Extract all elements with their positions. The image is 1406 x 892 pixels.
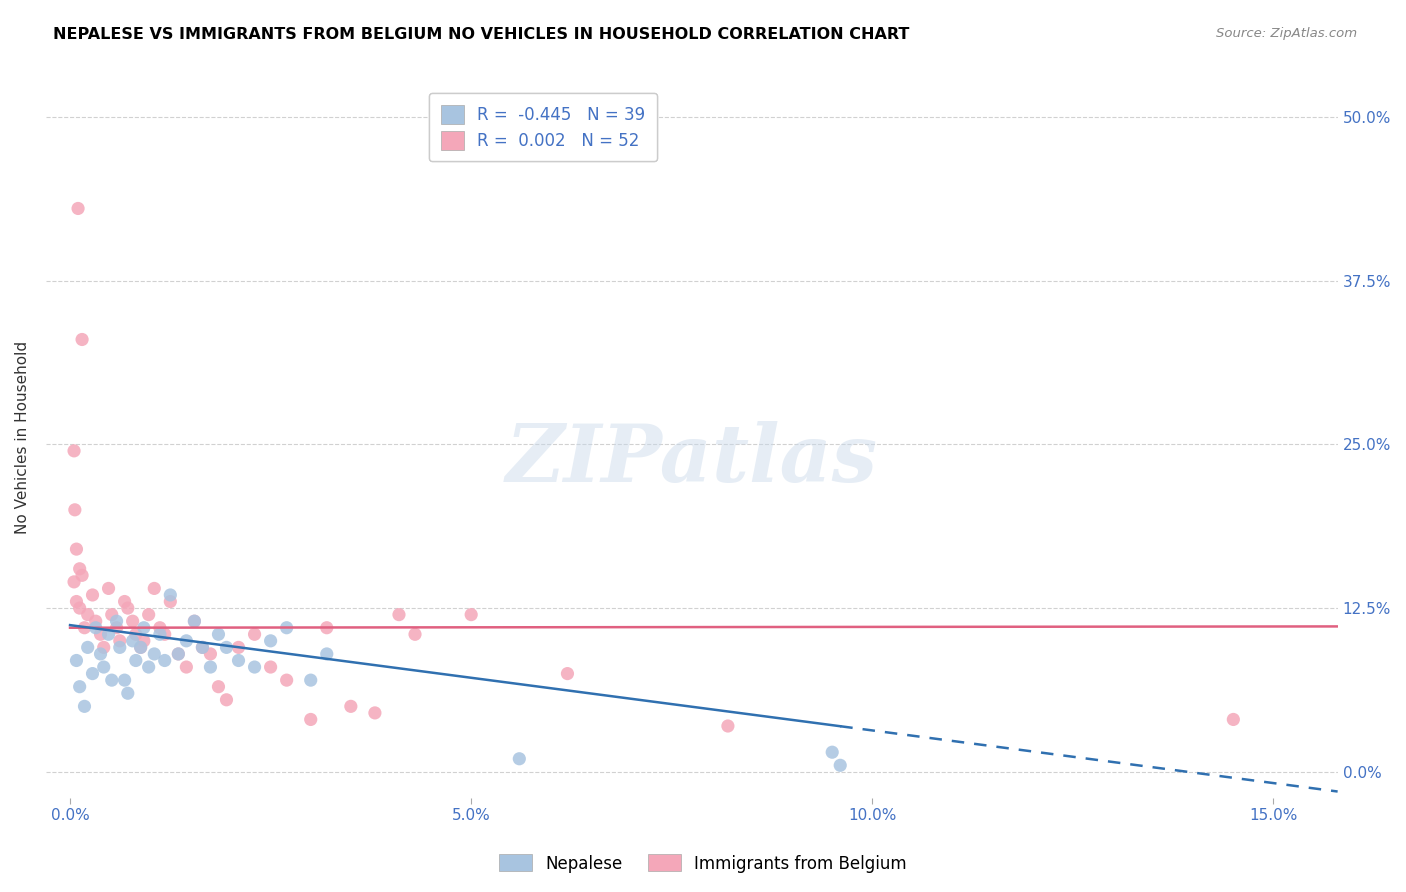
Text: ZIPatlas: ZIPatlas	[506, 421, 877, 498]
Point	[460, 607, 482, 622]
Point	[114, 673, 136, 687]
Point	[167, 647, 190, 661]
Point	[315, 621, 337, 635]
Point	[84, 614, 107, 628]
Point	[65, 653, 87, 667]
Point	[143, 582, 166, 596]
Point	[153, 627, 176, 641]
Point	[167, 647, 190, 661]
Point	[105, 621, 128, 635]
Point	[200, 660, 222, 674]
Point	[276, 673, 298, 687]
Point	[97, 582, 120, 596]
Point	[315, 647, 337, 661]
Point	[243, 627, 266, 641]
Point	[84, 621, 107, 635]
Point	[404, 627, 426, 641]
Point	[63, 503, 86, 517]
Point	[69, 562, 91, 576]
Point	[259, 660, 281, 674]
Point	[105, 614, 128, 628]
Point	[117, 601, 139, 615]
Point	[108, 640, 131, 655]
Legend: Nepalese, Immigrants from Belgium: Nepalese, Immigrants from Belgium	[492, 847, 914, 880]
Point	[340, 699, 363, 714]
Point	[73, 699, 96, 714]
Point	[830, 758, 852, 772]
Point	[63, 574, 86, 589]
Text: Source: ZipAtlas.com: Source: ZipAtlas.com	[1216, 27, 1357, 40]
Point	[63, 443, 86, 458]
Point	[176, 633, 198, 648]
Y-axis label: No Vehicles in Household: No Vehicles in Household	[15, 341, 30, 534]
Point	[65, 594, 87, 608]
Point	[89, 647, 111, 661]
Point	[176, 660, 198, 674]
Point	[243, 660, 266, 674]
Point	[207, 627, 229, 641]
Point	[82, 588, 104, 602]
Point	[100, 607, 122, 622]
Point	[228, 653, 250, 667]
Point	[69, 601, 91, 615]
Point	[228, 640, 250, 655]
Point	[73, 621, 96, 635]
Point	[215, 693, 238, 707]
Point	[143, 647, 166, 661]
Point	[93, 660, 115, 674]
Point	[259, 633, 281, 648]
Point	[65, 542, 87, 557]
Point	[191, 640, 214, 655]
Point	[207, 680, 229, 694]
Point	[82, 666, 104, 681]
Point	[117, 686, 139, 700]
Point	[125, 627, 148, 641]
Point	[121, 633, 143, 648]
Point	[159, 594, 181, 608]
Point	[149, 627, 172, 641]
Point	[129, 640, 152, 655]
Point	[276, 621, 298, 635]
Point	[121, 614, 143, 628]
Point	[388, 607, 411, 622]
Point	[70, 333, 93, 347]
Point	[821, 745, 844, 759]
Point	[93, 640, 115, 655]
Point	[364, 706, 387, 720]
Point	[76, 640, 98, 655]
Text: NEPALESE VS IMMIGRANTS FROM BELGIUM NO VEHICLES IN HOUSEHOLD CORRELATION CHART: NEPALESE VS IMMIGRANTS FROM BELGIUM NO V…	[53, 27, 910, 42]
Point	[299, 673, 322, 687]
Point	[153, 653, 176, 667]
Point	[138, 607, 160, 622]
Point	[100, 673, 122, 687]
Point	[97, 627, 120, 641]
Point	[1222, 713, 1244, 727]
Point	[132, 633, 155, 648]
Point	[299, 713, 322, 727]
Point	[191, 640, 214, 655]
Point	[132, 621, 155, 635]
Point	[76, 607, 98, 622]
Point	[138, 660, 160, 674]
Point	[125, 653, 148, 667]
Point	[70, 568, 93, 582]
Point	[183, 614, 205, 628]
Legend: R =  -0.445   N = 39, R =  0.002   N = 52: R = -0.445 N = 39, R = 0.002 N = 52	[429, 93, 657, 161]
Point	[159, 588, 181, 602]
Point	[67, 202, 90, 216]
Point	[717, 719, 740, 733]
Point	[114, 594, 136, 608]
Point	[108, 633, 131, 648]
Point	[89, 627, 111, 641]
Point	[149, 621, 172, 635]
Point	[215, 640, 238, 655]
Point	[129, 640, 152, 655]
Point	[69, 680, 91, 694]
Point	[508, 752, 530, 766]
Point	[183, 614, 205, 628]
Point	[557, 666, 579, 681]
Point	[200, 647, 222, 661]
